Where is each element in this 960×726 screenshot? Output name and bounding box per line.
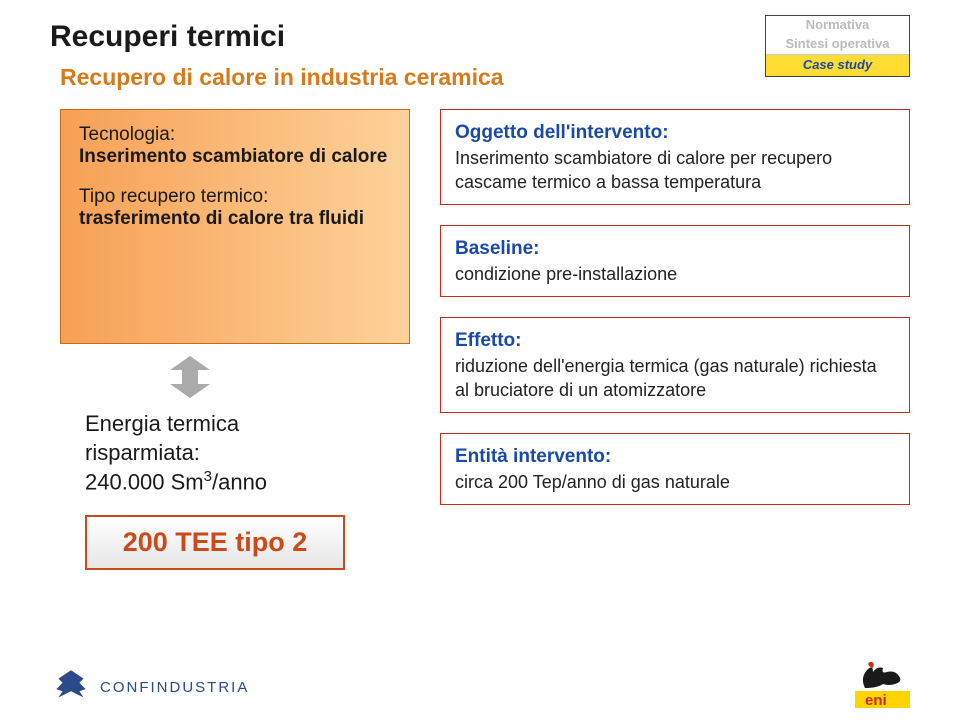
- energy-saved-block: Energia termica risparmiata: 240.000 Sm3…: [85, 410, 410, 497]
- box-effetto-body: riduzione dell'energia termica (gas natu…: [455, 354, 895, 403]
- badge-line-case-study: Case study: [766, 55, 909, 76]
- box-effetto: Effetto: riduzione dell'energia termica …: [440, 317, 910, 413]
- right-column: Oggetto dell'intervento: Inserimento sca…: [440, 109, 910, 570]
- box-oggetto-header: Oggetto dell'intervento:: [455, 120, 895, 146]
- box-baseline-header: Baseline:: [455, 236, 895, 262]
- eagle-icon: [50, 666, 92, 708]
- eni-dog-icon: eni: [855, 658, 910, 708]
- energy-line2: risparmiata:: [85, 439, 410, 468]
- box-oggetto-body: Inserimento scambiatore di calore per re…: [455, 146, 895, 195]
- left-column: Tecnologia: Inserimento scambiatore di c…: [60, 109, 410, 570]
- box-entita-body: circa 200 Tep/anno di gas naturale: [455, 470, 895, 494]
- energy-value: 240.000 Sm: [85, 470, 204, 495]
- confindustria-text: CONFINDUSTRIA: [100, 679, 249, 696]
- confindustria-logo: CONFINDUSTRIA: [50, 666, 249, 708]
- energy-value-line: 240.000 Sm3/anno: [85, 467, 410, 497]
- tipo-value: trasferimento di calore tra fluidi: [79, 208, 391, 230]
- tee-badge: 200 TEE tipo 2: [85, 515, 345, 570]
- slide: Normativa Sintesi operativa Case study R…: [0, 0, 960, 726]
- double-arrow-icon: [170, 356, 212, 398]
- badge-line-sintesi: Sintesi operativa: [766, 35, 909, 55]
- energy-exp: 3: [204, 468, 212, 485]
- energy-line1: Energia termica: [85, 410, 410, 439]
- box-effetto-header: Effetto:: [455, 328, 895, 354]
- content-row: Tecnologia: Inserimento scambiatore di c…: [60, 109, 910, 570]
- technology-box: Tecnologia: Inserimento scambiatore di c…: [60, 109, 410, 344]
- eni-logo: eni: [855, 658, 910, 708]
- badge-line-normativa: Normativa: [766, 16, 909, 35]
- box-baseline-body: condizione pre-installazione: [455, 262, 895, 286]
- eni-text: eni: [865, 692, 887, 708]
- box-entita: Entità intervento: circa 200 Tep/anno di…: [440, 433, 910, 505]
- box-oggetto: Oggetto dell'intervento: Inserimento sca…: [440, 109, 910, 205]
- footer-left: CONFINDUSTRIA: [50, 666, 249, 708]
- tech-label: Tecnologia:: [79, 124, 175, 145]
- energy-unit: /anno: [212, 470, 267, 495]
- box-entita-header: Entità intervento:: [455, 444, 895, 470]
- category-badge: Normativa Sintesi operativa Case study: [765, 15, 910, 77]
- box-baseline: Baseline: condizione pre-installazione: [440, 225, 910, 297]
- tipo-label: Tipo recupero termico:: [79, 186, 268, 207]
- tech-value: Inserimento scambiatore di calore: [79, 146, 391, 168]
